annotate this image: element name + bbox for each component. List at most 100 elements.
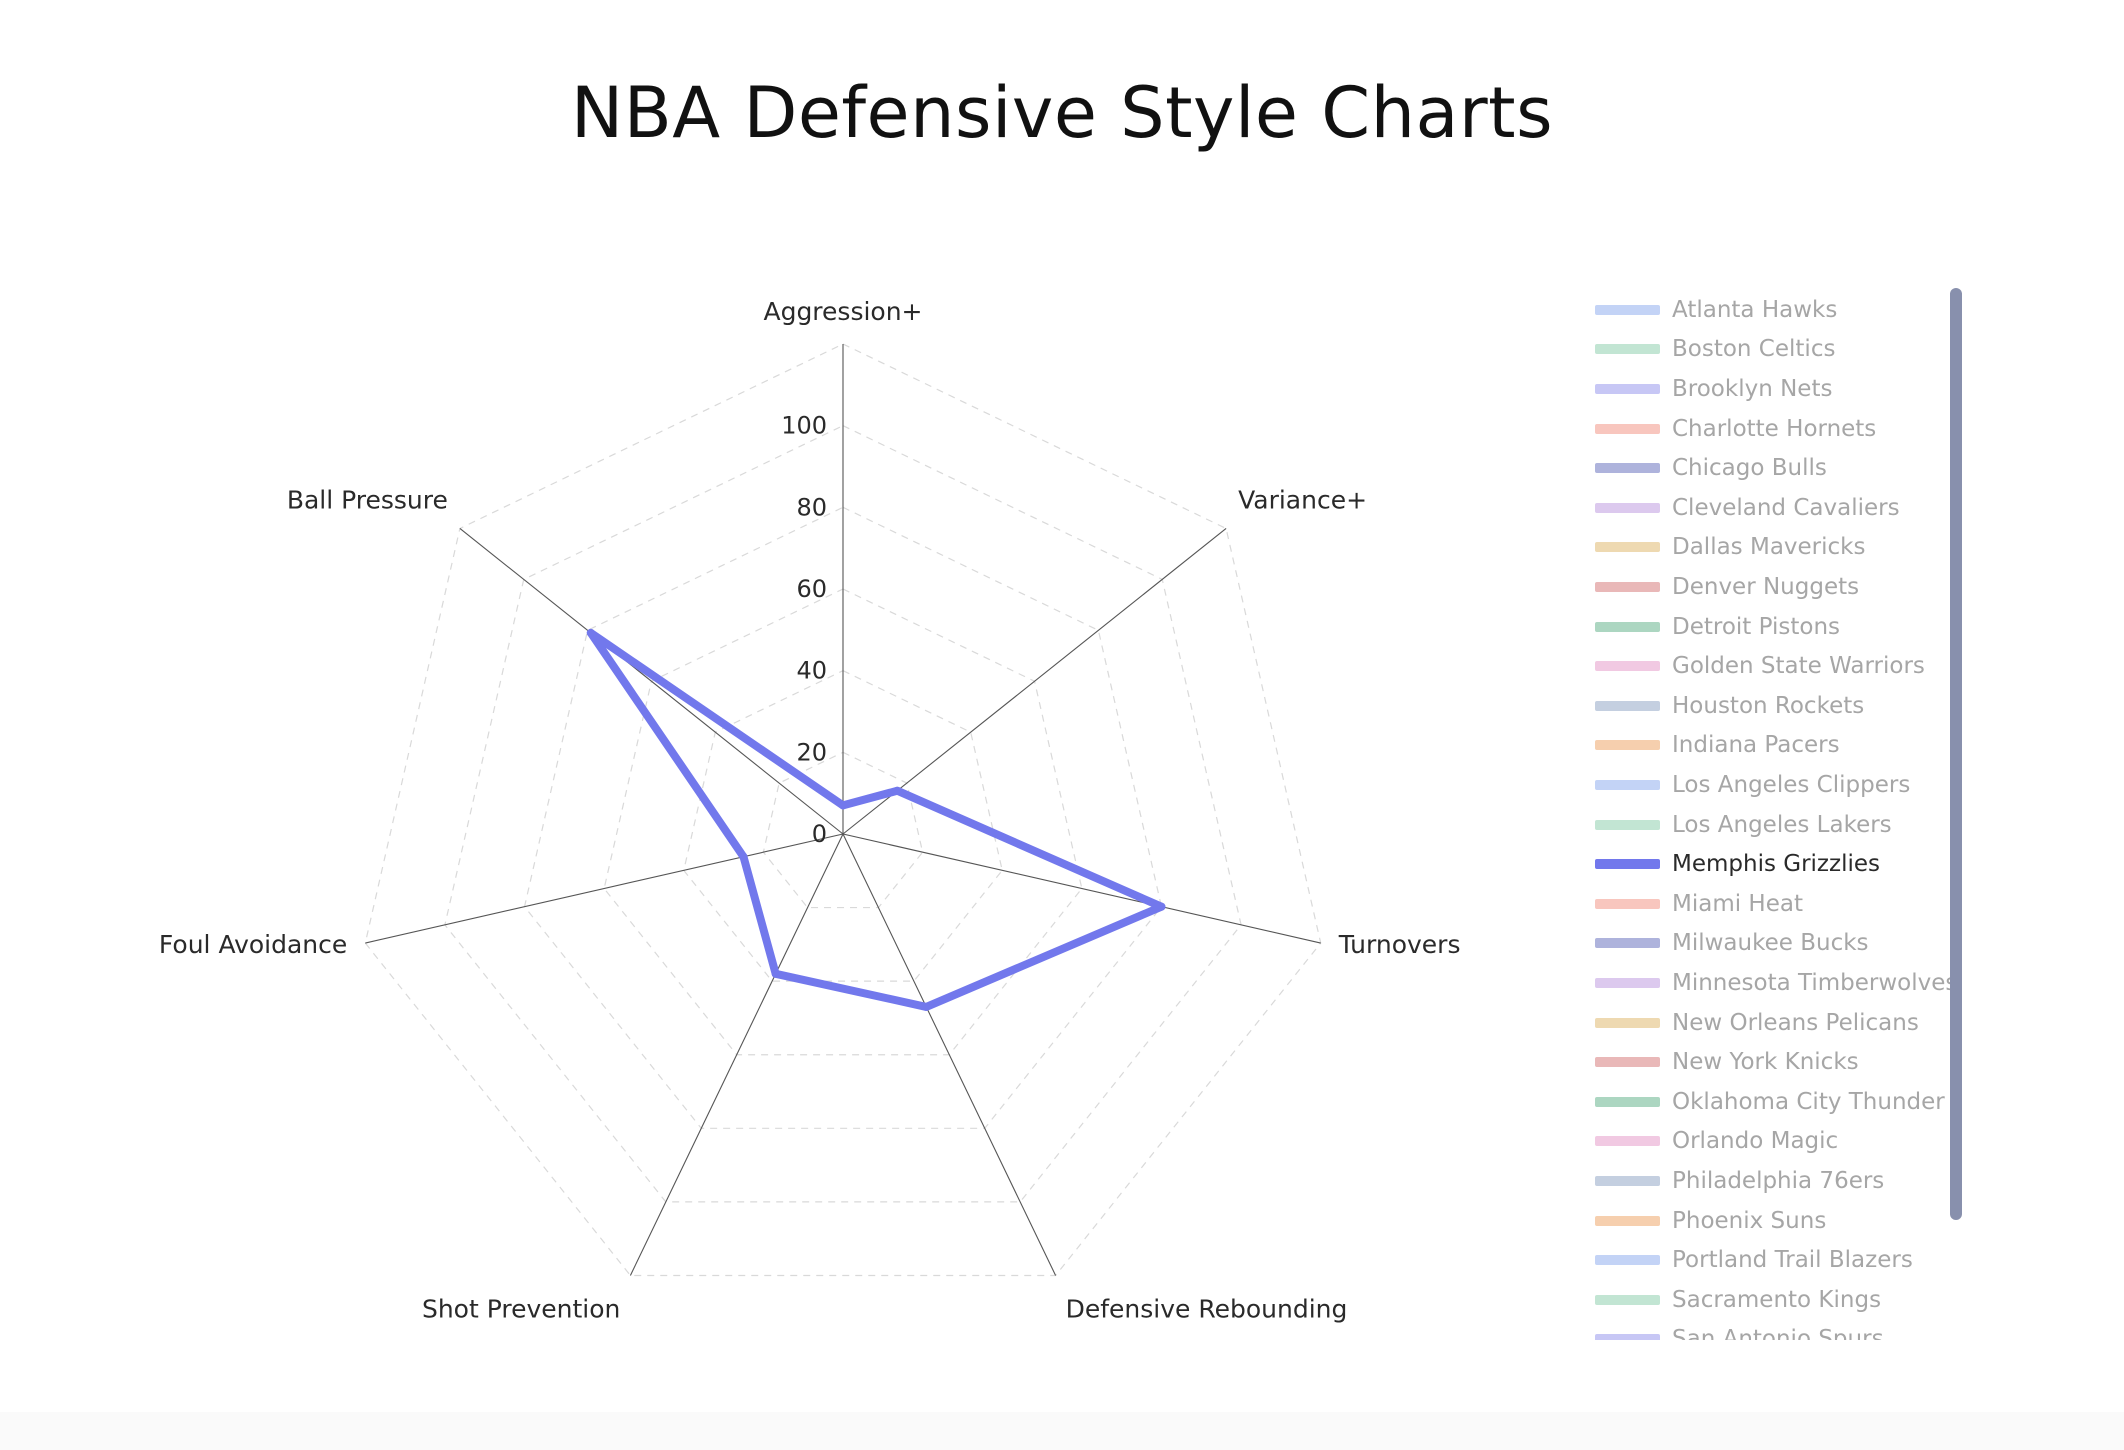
footer-band bbox=[0, 1412, 2124, 1450]
legend-swatch bbox=[1595, 938, 1660, 949]
legend-label: Charlotte Hornets bbox=[1672, 415, 1877, 442]
legend-item[interactable]: Brooklyn Nets bbox=[1595, 369, 1970, 409]
legend-item[interactable]: Portland Trail Blazers bbox=[1595, 1240, 1970, 1280]
legend-label: Phoenix Suns bbox=[1672, 1207, 1827, 1234]
legend-swatch bbox=[1595, 423, 1660, 434]
series-point bbox=[739, 852, 748, 861]
legend-label: Detroit Pistons bbox=[1672, 613, 1841, 640]
legend-swatch bbox=[1595, 502, 1660, 513]
legend-item[interactable]: Phoenix Suns bbox=[1595, 1201, 1970, 1241]
legend-swatch bbox=[1595, 1136, 1660, 1147]
radar-grid-ring bbox=[523, 506, 1163, 1129]
legend-swatch bbox=[1595, 779, 1660, 790]
legend-item[interactable]: Los Angeles Lakers bbox=[1595, 805, 1970, 845]
series-point bbox=[771, 969, 780, 978]
legend-item[interactable]: Sacramento Kings bbox=[1595, 1280, 1970, 1320]
legend-swatch bbox=[1595, 383, 1660, 394]
legend-item[interactable]: Indiana Pacers bbox=[1595, 726, 1970, 766]
legend-label: Indiana Pacers bbox=[1672, 732, 1840, 759]
legend-label: Sacramento Kings bbox=[1672, 1286, 1882, 1313]
legend-swatch bbox=[1595, 740, 1660, 751]
radial-tick-label: 60 bbox=[796, 575, 827, 603]
radar-spoke bbox=[842, 833, 1057, 1276]
legend-item[interactable]: New Orleans Pelicans bbox=[1595, 1003, 1970, 1043]
legend-swatch bbox=[1595, 1215, 1660, 1226]
legend-item[interactable]: Cleveland Cavaliers bbox=[1595, 488, 1970, 528]
legend-label: Houston Rockets bbox=[1672, 692, 1865, 719]
legend-label: Minnesota Timberwolves bbox=[1672, 969, 1958, 996]
axis-label: Turnovers bbox=[1338, 930, 1461, 959]
radial-tick-label: 20 bbox=[796, 738, 827, 766]
legend-item[interactable]: Miami Heat bbox=[1595, 884, 1970, 924]
series-point bbox=[922, 1002, 931, 1011]
radial-tick-label: 0 bbox=[812, 820, 827, 848]
legend-item[interactable]: Philadelphia 76ers bbox=[1595, 1161, 1970, 1201]
legend-label: Denver Nuggets bbox=[1672, 573, 1860, 600]
legend-swatch bbox=[1595, 977, 1660, 988]
radial-tick-label: 100 bbox=[781, 412, 827, 440]
legend-label: Miami Heat bbox=[1672, 890, 1803, 917]
legend-label: Chicago Bulls bbox=[1672, 455, 1827, 482]
legend-label: Brooklyn Nets bbox=[1672, 375, 1833, 402]
legend-item[interactable]: Charlotte Hornets bbox=[1595, 409, 1970, 449]
radar-grid-ring bbox=[444, 425, 1242, 1203]
axis-label: Foul Avoidance bbox=[159, 930, 347, 959]
chart-title: NBA Defensive Style Charts bbox=[570, 72, 1554, 154]
legend-item[interactable]: Atlanta Hawks bbox=[1595, 290, 1970, 330]
legend-swatch bbox=[1595, 304, 1660, 315]
legend-label: Los Angeles Lakers bbox=[1672, 811, 1892, 838]
legend-label: Atlanta Hawks bbox=[1672, 296, 1838, 323]
axis-label: Aggression+ bbox=[763, 297, 922, 326]
legend-label: Golden State Warriors bbox=[1672, 653, 1925, 680]
legend-swatch bbox=[1595, 344, 1660, 355]
legend-swatch bbox=[1595, 661, 1660, 672]
axis-label: Ball Pressure bbox=[287, 485, 448, 514]
legend-swatch bbox=[1595, 1017, 1660, 1028]
legend-swatch bbox=[1595, 1334, 1660, 1340]
radar-spoke bbox=[842, 528, 1227, 835]
radar-spoke bbox=[629, 833, 844, 1276]
legend-swatch bbox=[1595, 581, 1660, 592]
legend-item[interactable]: Chicago Bulls bbox=[1595, 448, 1970, 488]
legend-item[interactable]: Denver Nuggets bbox=[1595, 567, 1970, 607]
legend-label: New York Knicks bbox=[1672, 1049, 1859, 1076]
radial-tick-label: 40 bbox=[796, 657, 827, 685]
legend-swatch bbox=[1595, 700, 1660, 711]
legend-item[interactable]: Minnesota Timberwolves bbox=[1595, 963, 1970, 1003]
legend-swatch bbox=[1595, 1175, 1660, 1186]
legend-swatch bbox=[1595, 542, 1660, 553]
legend-label: New Orleans Pelicans bbox=[1672, 1009, 1919, 1036]
legend-item[interactable]: Boston Celtics bbox=[1595, 330, 1970, 370]
legend-item[interactable]: Houston Rockets bbox=[1595, 686, 1970, 726]
legend-item[interactable]: Memphis Grizzlies bbox=[1595, 844, 1970, 884]
radar-spoke bbox=[365, 833, 844, 944]
radial-tick-label: 80 bbox=[796, 493, 827, 521]
legend-scrollbar[interactable] bbox=[1950, 288, 1962, 1220]
legend-swatch bbox=[1595, 621, 1660, 632]
legend-item[interactable]: New York Knicks bbox=[1595, 1042, 1970, 1082]
legend-label: Los Angeles Clippers bbox=[1672, 771, 1911, 798]
legend-item[interactable]: Detroit Pistons bbox=[1595, 607, 1970, 647]
legend-item[interactable]: Oklahoma City Thunder bbox=[1595, 1082, 1970, 1122]
legend-item[interactable]: Golden State Warriors bbox=[1595, 646, 1970, 686]
series-line bbox=[586, 628, 1166, 1011]
series-point bbox=[1157, 902, 1166, 911]
series-point bbox=[893, 786, 902, 795]
legend-swatch bbox=[1595, 1096, 1660, 1107]
legend-label: Memphis Grizzlies bbox=[1672, 851, 1880, 878]
legend-swatch bbox=[1595, 1294, 1660, 1305]
legend-item[interactable]: Orlando Magic bbox=[1595, 1122, 1970, 1162]
legend-item[interactable]: Los Angeles Clippers bbox=[1595, 765, 1970, 805]
legend-item[interactable]: San Antonio Spurs bbox=[1595, 1320, 1970, 1340]
radar-grid-ring bbox=[683, 670, 1003, 982]
legend-item[interactable]: Milwaukee Bucks bbox=[1595, 924, 1970, 964]
legend-label: Milwaukee Bucks bbox=[1672, 930, 1869, 957]
legend-swatch bbox=[1595, 463, 1660, 474]
legend-label: Dallas Mavericks bbox=[1672, 534, 1866, 561]
radar-spoke bbox=[459, 528, 844, 835]
legend-item[interactable]: Dallas Mavericks bbox=[1595, 528, 1970, 568]
series-point bbox=[586, 628, 595, 637]
legend-label: San Antonio Spurs bbox=[1672, 1326, 1884, 1340]
